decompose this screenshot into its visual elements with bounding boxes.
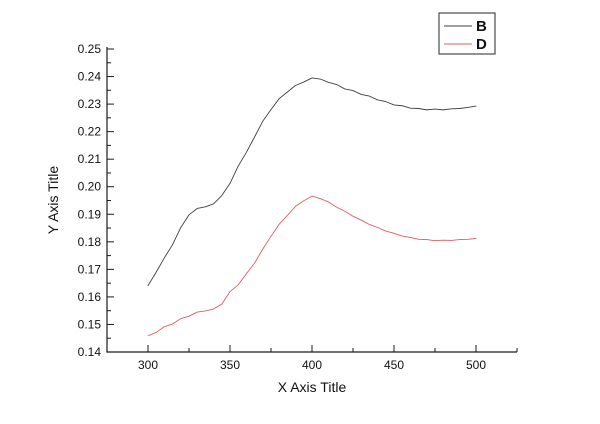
y-tick-label: 0.14 [78, 345, 102, 359]
legend-label-D: D [476, 36, 487, 53]
y-tick-label: 0.16 [78, 290, 102, 304]
y-tick-label: 0.25 [78, 42, 102, 56]
series-line-B [147, 77, 477, 287]
axis-spines [106, 47, 517, 353]
y-tick-label: 0.19 [78, 207, 102, 221]
y-tick-label: 0.21 [78, 152, 102, 166]
x-tick-label: 450 [384, 358, 404, 372]
y-tick-label: 0.24 [78, 70, 102, 84]
legend-box [438, 12, 496, 55]
y-tick-label: 0.17 [78, 262, 102, 276]
y-tick-label: 0.18 [78, 235, 102, 249]
y-tick-label: 0.22 [78, 125, 102, 139]
x-tick-label: 500 [466, 358, 486, 372]
legend: BD [438, 12, 496, 55]
y-tick-label: 0.15 [78, 317, 102, 331]
legend-label-B: B [476, 18, 487, 35]
y-axis-title: Y Axis Title [45, 166, 61, 234]
axes: 300 350 400 450 500 0.14 0.15 0.16 0.17 0.18 0.19 0… [78, 42, 518, 372]
series-line-D [147, 195, 477, 337]
y-tick-label: 0.23 [78, 97, 102, 111]
y-tick-label: 0.20 [78, 180, 102, 194]
x-tick-label: 300 [138, 358, 158, 372]
x-tick-label: 350 [220, 358, 240, 372]
x-tick-label: 400 [302, 358, 322, 372]
data-series [147, 77, 477, 337]
x-axis-title: X Axis Title [278, 379, 347, 395]
